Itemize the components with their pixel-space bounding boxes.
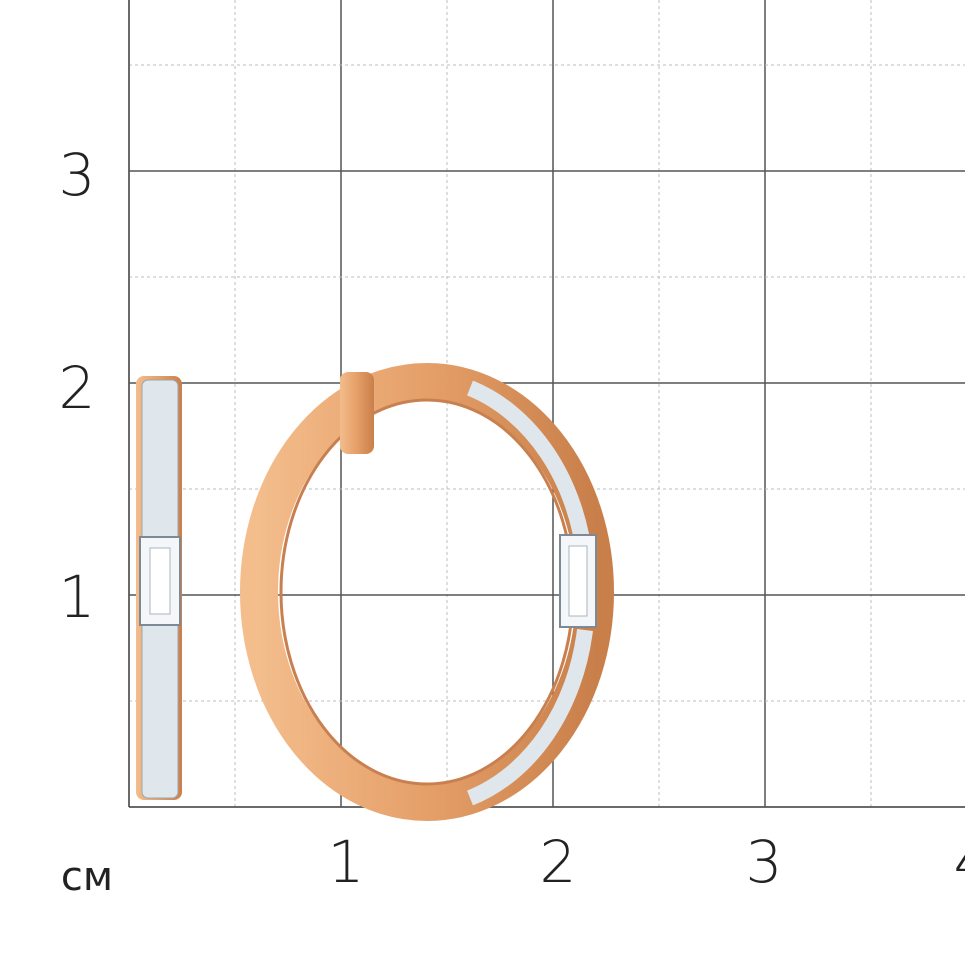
- x-tick-label: 1: [327, 828, 365, 896]
- x-tick-label: 2: [539, 828, 577, 896]
- x-tick-label: 4: [954, 833, 965, 891]
- y-tick-label: 3: [58, 141, 96, 209]
- earring-side-view: [136, 376, 182, 800]
- earring-front-view: [240, 363, 614, 821]
- y-tick-label: 2: [58, 354, 96, 422]
- y-tick-label: 1: [58, 563, 96, 631]
- unit-label: см: [60, 854, 114, 900]
- x-tick-label: 3: [745, 828, 783, 896]
